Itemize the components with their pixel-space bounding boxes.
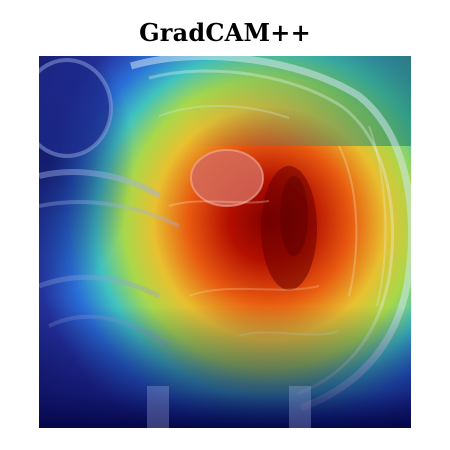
figure-title: GradCAM++ — [139, 18, 311, 47]
mri-heatmap-icon — [39, 56, 411, 428]
heatmap-overlay-image — [39, 56, 411, 428]
